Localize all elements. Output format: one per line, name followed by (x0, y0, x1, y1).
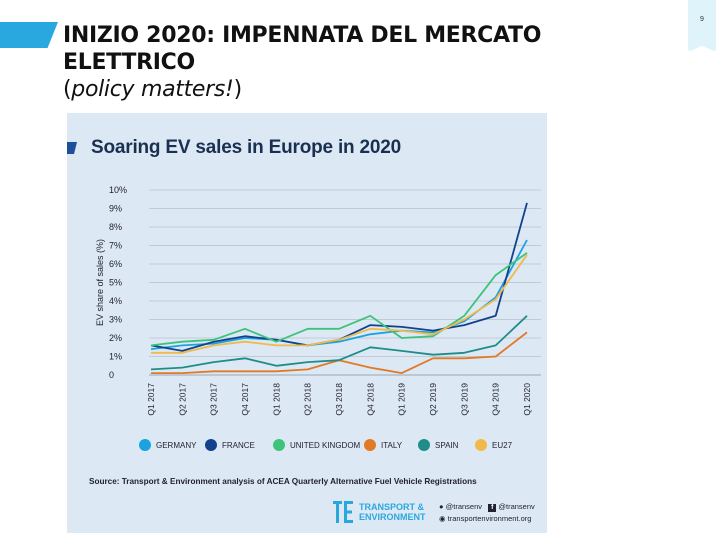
legend-label: FRANCE (222, 440, 255, 450)
series-line-eu27 (151, 254, 528, 354)
facebook-icon: f (488, 504, 497, 512)
legend-item: FRANCE (205, 439, 255, 451)
legend-label: UNITED KINGDOM (290, 440, 361, 450)
subtitle-paren-open: ( (63, 77, 72, 102)
slide-title-line-1: INIZIO 2020: IMPENNATA DEL MERCATO (63, 23, 542, 48)
x-tick-label: Q4 2019 (491, 383, 501, 416)
y-tick-label: 4% (109, 296, 122, 306)
slide-title: INIZIO 2020: IMPENNATA DEL MERCATO ELETT… (63, 22, 623, 103)
x-tick-label: Q1 2018 (271, 383, 281, 416)
subtitle-paren-close: ) (233, 77, 243, 102)
legend-item: GERMANY (139, 439, 196, 451)
y-tick-label: 10% (109, 185, 127, 195)
legend-label: GERMANY (156, 440, 197, 450)
legend-swatch (139, 439, 151, 451)
subtitle-italic: policy matters! (71, 77, 234, 102)
y-tick-label: 0 (109, 370, 114, 380)
te-logo-mark (333, 501, 353, 523)
legend-item: UNITED KINGDOM (273, 439, 360, 451)
y-tick-label: 5% (109, 278, 122, 288)
series-line-spain (150, 315, 528, 371)
twitter-icon: ● (439, 502, 444, 511)
social-links: ● @transenv f @transenv ◉ transportenvir… (439, 501, 535, 525)
x-tick-label: Q3 2018 (334, 383, 344, 416)
legend-item: SPAIN (418, 439, 458, 451)
x-tick-label: Q4 2018 (365, 383, 375, 416)
legend-item: ITALY (364, 439, 402, 451)
y-tick-label: 1% (109, 352, 122, 362)
legend-swatch (364, 439, 376, 451)
x-tick-label: Q4 2017 (240, 383, 250, 416)
y-tick-label: 3% (109, 315, 122, 325)
x-tick-label: Q1 2019 (397, 383, 407, 416)
legend-swatch (475, 439, 487, 451)
x-tick-label: Q2 2018 (303, 383, 313, 416)
x-tick-label: Q2 2019 (428, 383, 438, 416)
series-line-italy (151, 331, 528, 375)
y-tick-label: 7% (109, 241, 122, 251)
series-line-germany (150, 239, 528, 350)
x-tick-label: Q1 2020 (522, 383, 532, 416)
chart-title: Soaring EV sales in Europe in 2020 (91, 137, 401, 158)
social-row-1: ● @transenv f @transenv (439, 501, 535, 513)
chart-figure: Soaring EV sales in Europe in 2020 0 1% 2%… (67, 113, 547, 533)
website-link: transportenvironment.org (447, 514, 532, 523)
series-line-united-kingdom (150, 252, 528, 347)
legend-swatch (418, 439, 430, 451)
legend-label: SPAIN (435, 440, 459, 450)
legend-swatch (273, 439, 285, 451)
twitter-handle: @transenv (445, 502, 483, 511)
slide-title-line-2: ELETTRICO (63, 50, 195, 75)
page-number: 9 (700, 16, 704, 23)
x-tick-label: Q3 2019 (459, 383, 469, 416)
slide-subtitle: (policy matters!) (63, 76, 623, 103)
legend-swatch (205, 439, 217, 451)
line-chart: 0 1% 2% 3% 4% 5% 6% 7% 8% 9% 10% EV share of sales … (95, 185, 541, 416)
chart-title-marker (67, 142, 77, 154)
te-logo-text: TRANSPORT & ENVIRONMENT (359, 502, 426, 522)
te-logo-line-1: TRANSPORT & (359, 502, 424, 512)
chart-legend: GERMANY FRANCE UNITED KINGDOM ITALY SPAIN EU2… (139, 439, 539, 453)
te-logo-line-2: ENVIRONMENT (359, 512, 426, 522)
te-logo: TRANSPORT & ENVIRONMENT (333, 501, 433, 525)
globe-icon: ◉ (439, 514, 446, 523)
x-tick-label: Q2 2017 (177, 383, 187, 416)
y-axis-label: EV share of sales (%) (95, 239, 105, 326)
legend-item: EU27 (475, 439, 512, 451)
facebook-handle: @transenv (498, 502, 535, 511)
x-tick-label: Q1 2017 (146, 383, 156, 416)
y-tick-label: 8% (109, 222, 122, 232)
chart-source: Source: Transport & Environment analysis… (89, 477, 477, 486)
legend-label: EU27 (492, 440, 513, 450)
page-number-tab (688, 0, 716, 52)
social-row-2: ◉ transportenvironment.org (439, 513, 535, 525)
x-tick-label: Q3 2017 (209, 383, 219, 416)
legend-label: ITALY (381, 440, 403, 450)
title-accent-bar (0, 22, 58, 48)
y-tick-label: 2% (109, 333, 122, 343)
y-tick-label: 9% (109, 204, 122, 214)
y-tick-label: 6% (109, 259, 122, 269)
